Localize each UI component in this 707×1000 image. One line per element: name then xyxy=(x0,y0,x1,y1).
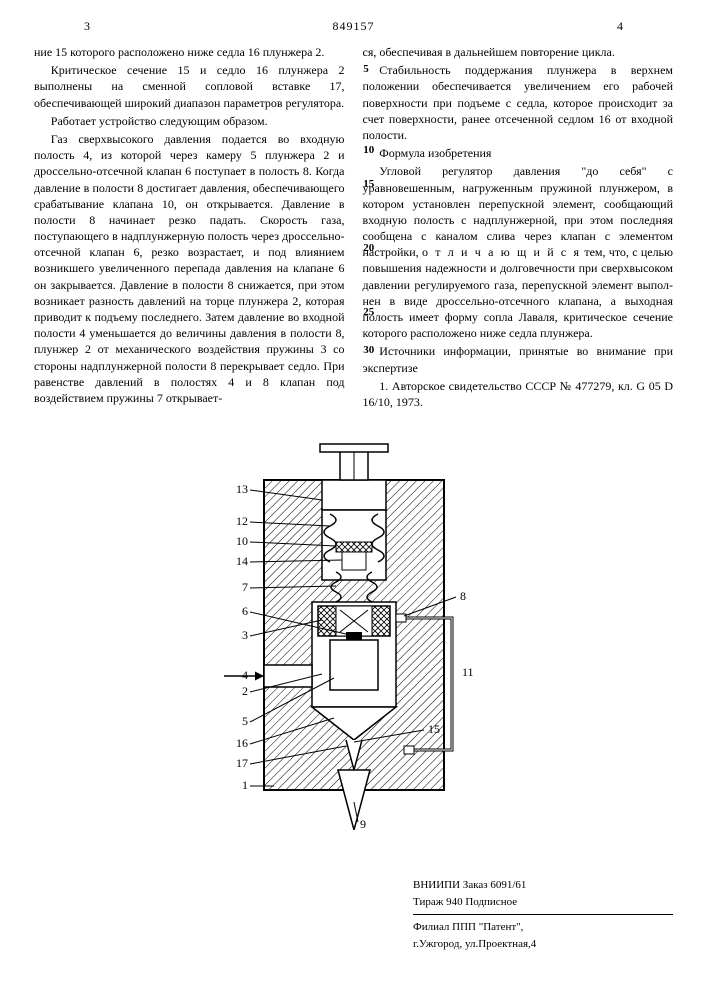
svg-text:11: 11 xyxy=(462,665,474,679)
line-number: 5 xyxy=(347,62,369,77)
svg-text:9: 9 xyxy=(360,817,366,830)
page-header: 3 849157 4 xyxy=(34,18,673,44)
svg-text:7: 7 xyxy=(242,580,248,594)
imprint-line: ВНИИПИ Заказ 6091/61 xyxy=(413,877,673,894)
para: 5 Стабильность поддержания плунжера в ве… xyxy=(363,62,674,143)
svg-text:3: 3 xyxy=(242,628,248,642)
svg-text:13: 13 xyxy=(236,482,248,496)
svg-text:16: 16 xyxy=(236,736,248,750)
text-columns: ние 15 которого расположено ниже седла 1… xyxy=(34,44,673,412)
para: ся, обеспечивая в дальнейшем повто­рение… xyxy=(363,44,674,60)
heading-text: Формула изобретения xyxy=(379,146,491,160)
para: Газ сверхвысокого давления по­дается во … xyxy=(34,131,345,406)
imprint-line: г.Ужгород, ул.Проектная,4 xyxy=(413,936,673,953)
svg-text:6: 6 xyxy=(242,604,248,618)
line-number: 25 xyxy=(347,305,375,320)
footer-rule xyxy=(413,914,673,915)
svg-text:5: 5 xyxy=(242,714,248,728)
line-number: 20 xyxy=(347,241,375,256)
para: Критическое сечение 15 и седло 16 плунже… xyxy=(34,62,345,111)
svg-text:17: 17 xyxy=(236,756,248,770)
page-number-left: 3 xyxy=(84,18,90,34)
imprint-line: Филиал ППП "Патент", xyxy=(413,919,673,936)
para-text: Источники информации, принятые во вниман… xyxy=(363,344,674,374)
left-column: ние 15 которого расположено ниже седла 1… xyxy=(34,44,345,412)
formula-heading: 10 Формула изобретения xyxy=(363,145,674,161)
document-number: 849157 xyxy=(333,18,375,34)
line-number: 10 xyxy=(347,143,375,158)
imprint-line: Тираж 940 Подписное xyxy=(413,894,673,911)
para: 15 20 25 Угловой регулятор давления "до … xyxy=(363,163,674,341)
figure: 13 12 10 14 7 6 3 4 2 5 16 17 1 8 11 15 … xyxy=(34,430,673,830)
para: 30 Источники информации, принятые во вни… xyxy=(363,343,674,375)
claim-keyword: о т л и ­ч а ю щ и й с я xyxy=(422,245,581,259)
svg-text:1: 1 xyxy=(242,778,248,792)
svg-text:10: 10 xyxy=(236,534,248,548)
svg-text:4: 4 xyxy=(242,668,248,682)
para: Работает устройство следующим образом. xyxy=(34,113,345,129)
svg-text:8: 8 xyxy=(460,589,466,603)
claim-text-c: тем, что, с целью повышения надежности и… xyxy=(363,245,674,340)
para-text: Стабильность поддержания плунжера в верх… xyxy=(363,63,674,142)
line-number: 30 xyxy=(347,343,375,358)
line-number: 15 xyxy=(347,177,375,192)
page-number-right: 4 xyxy=(617,18,623,34)
svg-text:14: 14 xyxy=(236,554,248,568)
svg-text:2: 2 xyxy=(242,684,248,698)
para-text: ся, обеспечивая в дальнейшем повто­рение… xyxy=(363,45,615,59)
para: ние 15 которого расположено ниже седла 1… xyxy=(34,44,345,60)
imprint-footer: ВНИИПИ Заказ 6091/61 Тираж 940 Подписное… xyxy=(413,877,673,952)
regulator-diagram: 13 12 10 14 7 6 3 4 2 5 16 17 1 8 11 15 … xyxy=(204,430,504,830)
svg-text:12: 12 xyxy=(236,514,248,528)
reference-item: 1. Авторское свидетельство СССР № 477279… xyxy=(363,378,674,410)
right-column: ся, обеспечивая в дальнейшем повто­рение… xyxy=(363,44,674,412)
svg-text:15: 15 xyxy=(428,722,440,736)
